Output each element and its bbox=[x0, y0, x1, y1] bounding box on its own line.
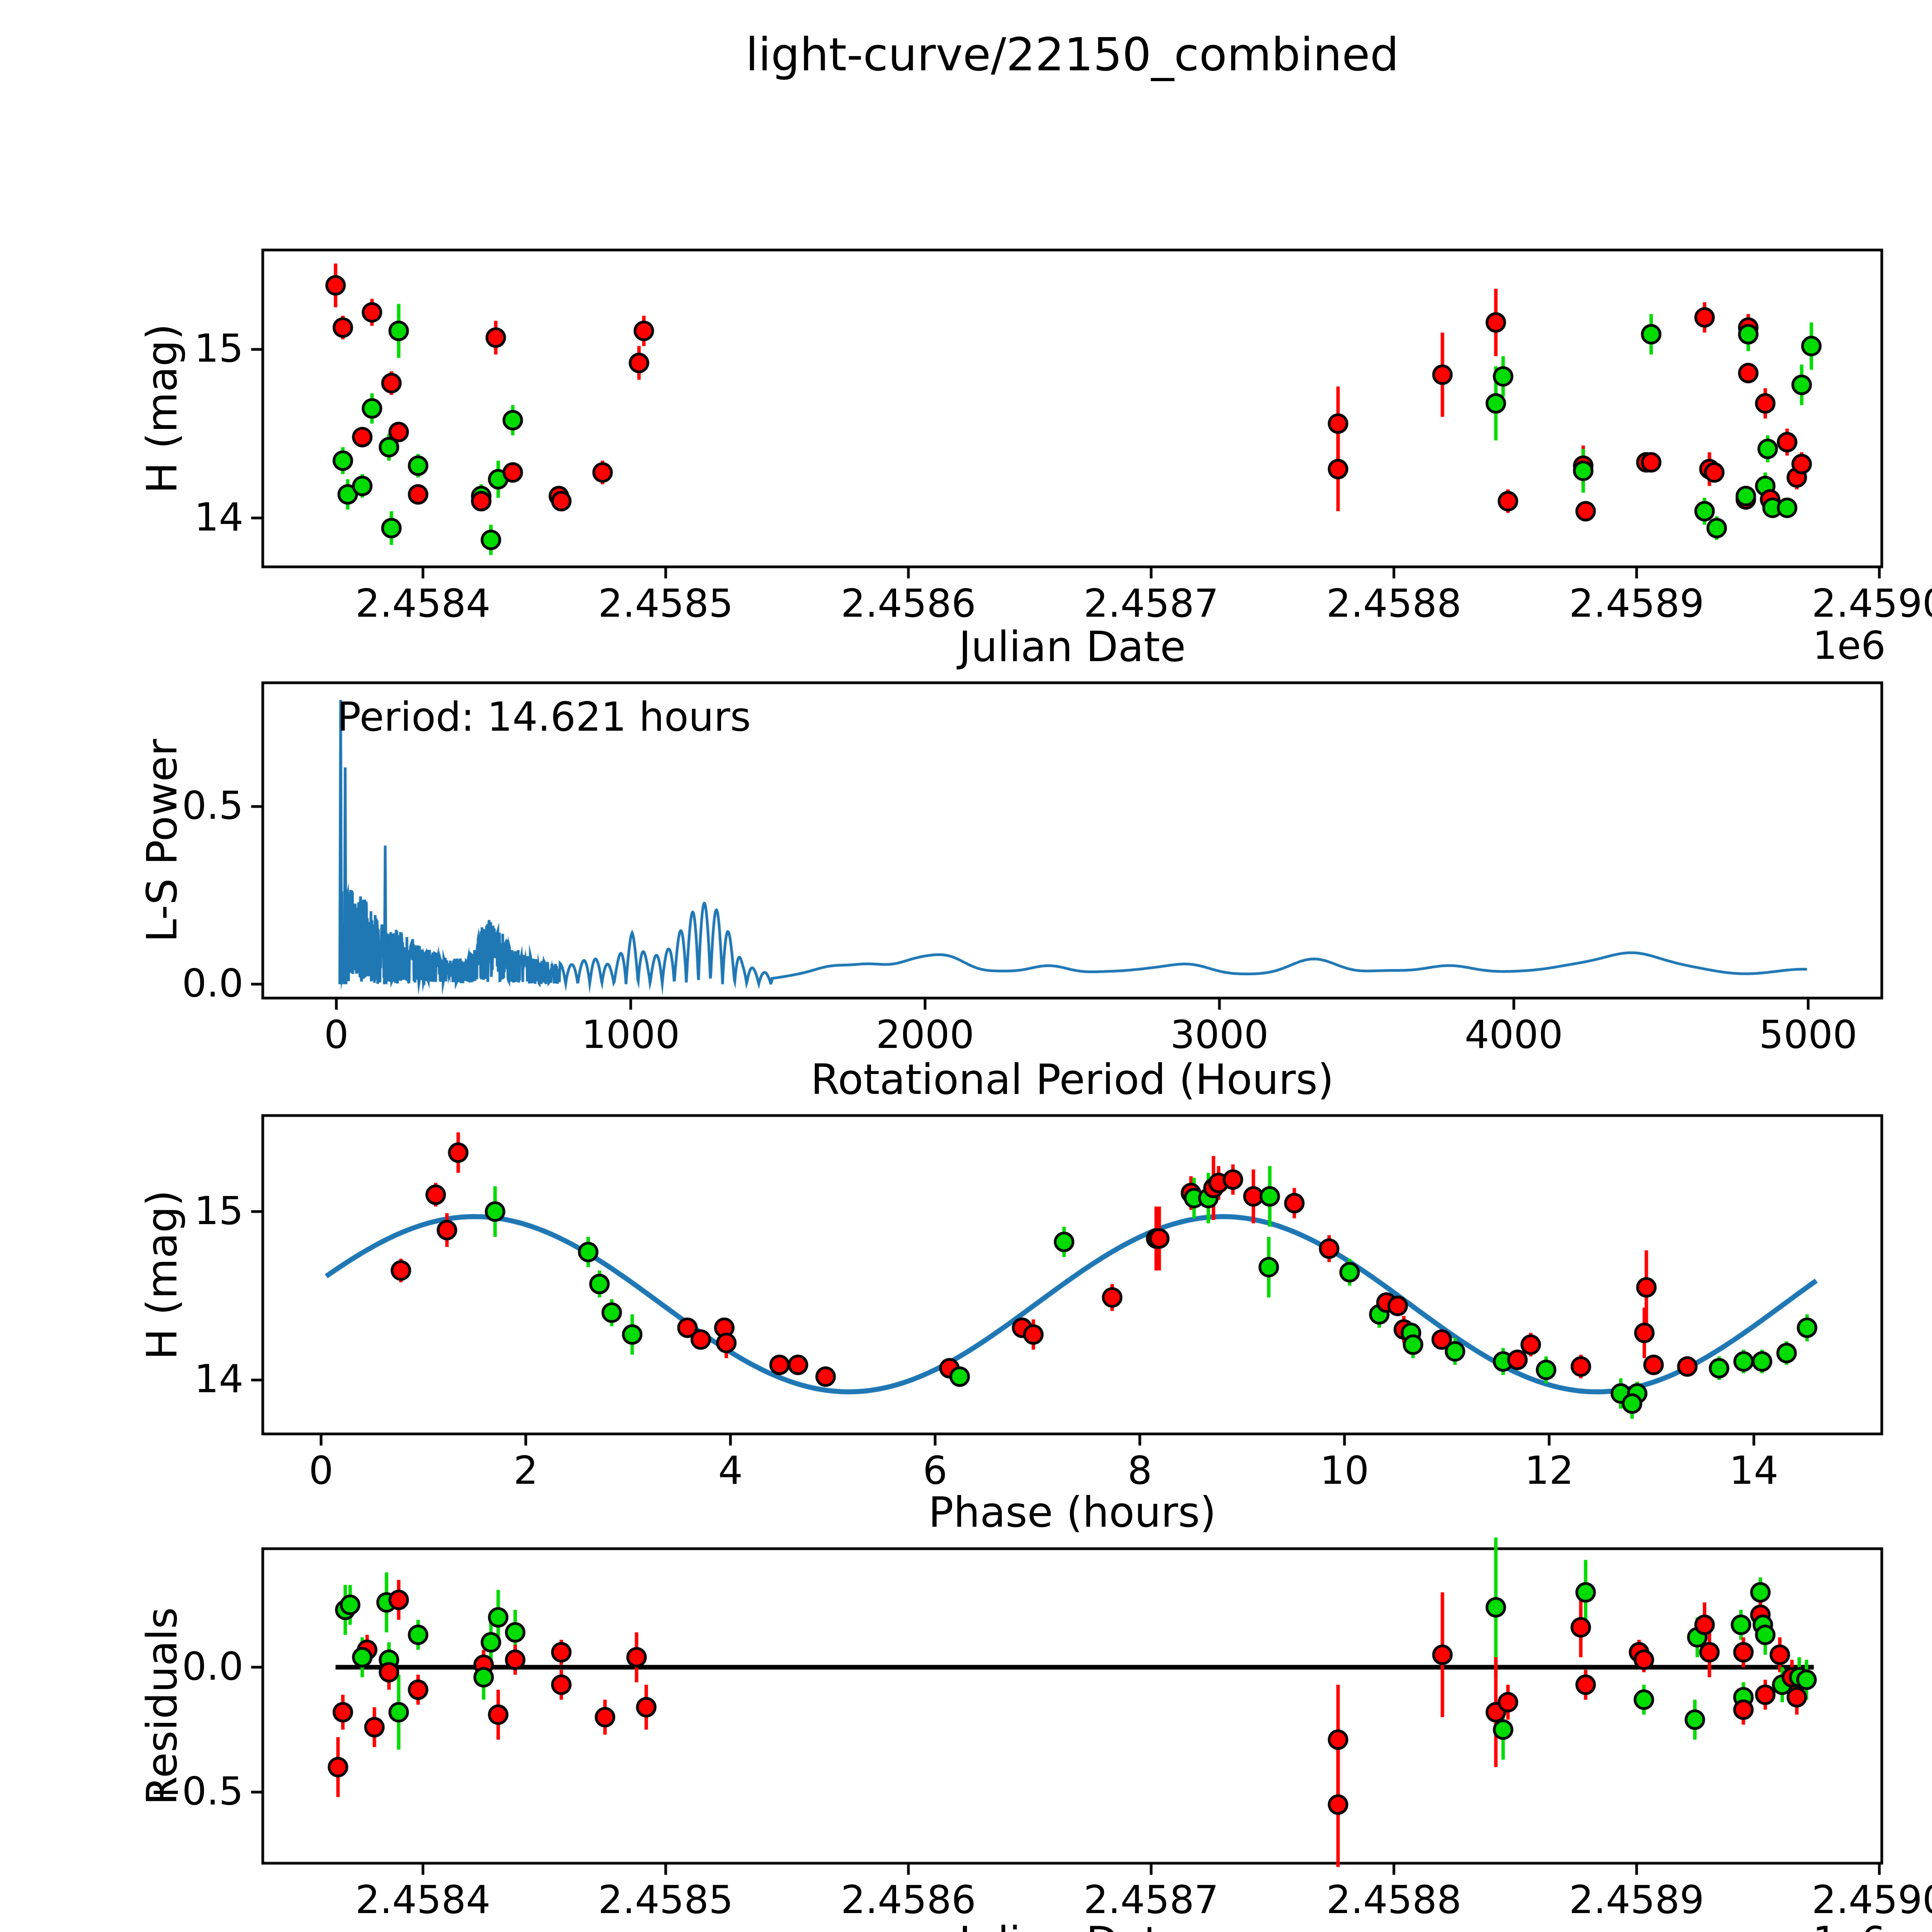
x-offset-1e6-top: 1e6 bbox=[1813, 623, 1886, 668]
x-tick-label: 2.4584 bbox=[355, 581, 491, 626]
x-offset-1e6-bottom: 1e6 bbox=[1692, 1918, 1886, 1932]
xlabel-phase-hours: Phase (hours) bbox=[928, 1488, 1216, 1537]
y-tick-label: 0.0 bbox=[182, 961, 243, 1006]
figure-title: light-curve/22150_combined bbox=[745, 28, 1399, 81]
period-annotation: Period: 14.621 hours bbox=[337, 694, 751, 740]
x-tick-label: 8 bbox=[1127, 1448, 1152, 1493]
x-tick-label: 12 bbox=[1524, 1448, 1574, 1493]
y-tick-label: 14 bbox=[194, 1356, 243, 1402]
x-tick-label: 5000 bbox=[1759, 1012, 1857, 1057]
x-tick-label: 2.4585 bbox=[598, 1877, 733, 1922]
xlabel-julian-date-top: Julian Date bbox=[959, 623, 1186, 671]
x-tick-label: 2.4589 bbox=[1569, 1877, 1704, 1922]
x-tick-label: 2.4586 bbox=[841, 581, 976, 626]
y-tick-label: 15 bbox=[194, 326, 243, 371]
y-tick-label: 14 bbox=[194, 494, 243, 540]
y-tick-label: −0.5 bbox=[150, 1768, 243, 1814]
x-tick-label: 4 bbox=[718, 1448, 743, 1493]
x-tick-label: 2.4586 bbox=[841, 1877, 976, 1922]
x-tick-label: 0 bbox=[309, 1448, 333, 1493]
x-tick-label: 4000 bbox=[1464, 1012, 1563, 1057]
x-tick-label: 2.4588 bbox=[1326, 581, 1462, 626]
x-tick-label: 10 bbox=[1320, 1448, 1369, 1493]
x-tick-label: 2000 bbox=[876, 1012, 975, 1057]
x-tick-label: 6 bbox=[923, 1448, 947, 1493]
x-tick-label: 2.4584 bbox=[355, 1877, 491, 1922]
x-tick-label: 2.4588 bbox=[1326, 1877, 1462, 1922]
xlabel-rotational-period: Rotational Period (Hours) bbox=[811, 1056, 1334, 1104]
x-tick-label: 2.4587 bbox=[1083, 581, 1219, 626]
y-tick-label: 0.0 bbox=[182, 1643, 243, 1689]
y-tick-label: 15 bbox=[194, 1188, 243, 1233]
xlabel-julian-date-bottom: Julian Date bbox=[263, 1918, 1882, 1932]
x-tick-label: 0 bbox=[324, 1012, 349, 1057]
x-tick-label: 3000 bbox=[1170, 1012, 1269, 1057]
y-tick-label: 0.5 bbox=[182, 783, 243, 828]
x-tick-label: 2.4587 bbox=[1083, 1877, 1219, 1922]
x-tick-label: 2 bbox=[513, 1448, 538, 1493]
x-tick-label: 14 bbox=[1729, 1448, 1779, 1493]
x-tick-label: 2.4589 bbox=[1569, 581, 1704, 626]
x-tick-label: 1000 bbox=[582, 1012, 680, 1057]
x-tick-label: 2.4585 bbox=[598, 581, 733, 626]
